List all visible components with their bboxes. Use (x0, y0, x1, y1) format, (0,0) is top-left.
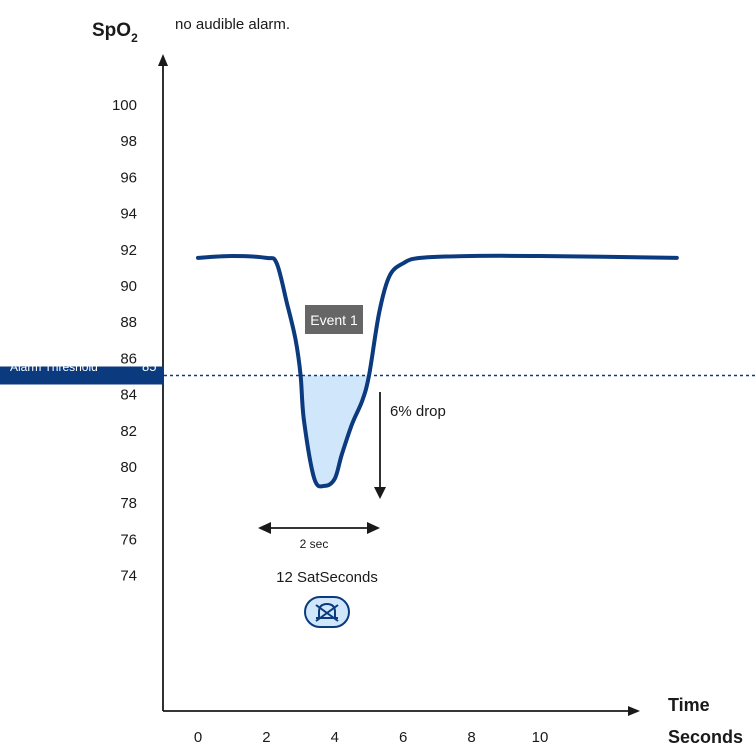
alarm-threshold: Alarm Threshold 85 (0, 359, 756, 385)
y-axis-arrow (158, 54, 168, 66)
threshold-label: Alarm Threshold (10, 360, 98, 374)
duration-arrow-left-head (258, 522, 271, 534)
y-tick-label: 82 (120, 423, 137, 440)
x-axis-title: Time (668, 695, 710, 715)
y-tick-label: 76 (120, 531, 137, 548)
x-tick-label: 6 (399, 729, 407, 746)
y-tick-label: 78 (120, 495, 137, 512)
y-tick-label: 86 (120, 350, 137, 367)
y-tick-label: 88 (120, 314, 137, 331)
y-tick-label: 80 (120, 459, 137, 476)
drop-annotation: 6% drop (374, 392, 446, 499)
x-tick-label: 8 (467, 729, 475, 746)
duration-annotation: 2 sec (258, 522, 380, 551)
event-box (305, 305, 363, 334)
satseconds-label: 12 SatSeconds (276, 569, 378, 586)
duration-label: 2 sec (300, 537, 329, 551)
x-tick-label: 4 (331, 729, 339, 746)
x-tick-label: 2 (262, 729, 270, 746)
event-label: Event 1 (310, 312, 358, 328)
drop-label: 6% drop (390, 403, 446, 420)
duration-arrow-right-head (367, 522, 380, 534)
x-tick-label: 10 (532, 729, 549, 746)
threshold-value-label: 85 (142, 359, 156, 374)
muted-alarm-icon (304, 596, 350, 628)
axes (158, 54, 640, 716)
x-axis-unit: Seconds (668, 727, 743, 747)
y-tick-label: 92 (120, 242, 137, 259)
y-axis-title-subscript: 2 (131, 31, 138, 45)
y-tick-label: 100 (112, 97, 137, 114)
y-tick-label: 90 (120, 278, 137, 295)
below-threshold-fill (300, 375, 369, 487)
note-text: no audible alarm. (175, 16, 290, 33)
y-tick-label: 84 (120, 387, 137, 404)
y-tick-label: 94 (120, 206, 137, 223)
drop-arrow-head (374, 487, 386, 499)
y-axis-title: SpO2 (92, 20, 138, 45)
x-tick-label: 0 (194, 729, 202, 746)
event-marker: Event 1 (305, 305, 363, 334)
x-axis-arrow (628, 706, 640, 716)
spo2-curve (196, 253, 679, 489)
y-tick-label: 96 (120, 169, 137, 186)
x-tick-labels: 0 2 4 6 8 10 (194, 729, 549, 746)
y-tick-label: 98 (120, 133, 137, 150)
threshold-band (0, 366, 164, 385)
y-tick-label: 74 (120, 568, 137, 585)
y-tick-labels: 74 76 78 80 82 84 86 88 90 92 94 96 98 100 (112, 97, 137, 585)
